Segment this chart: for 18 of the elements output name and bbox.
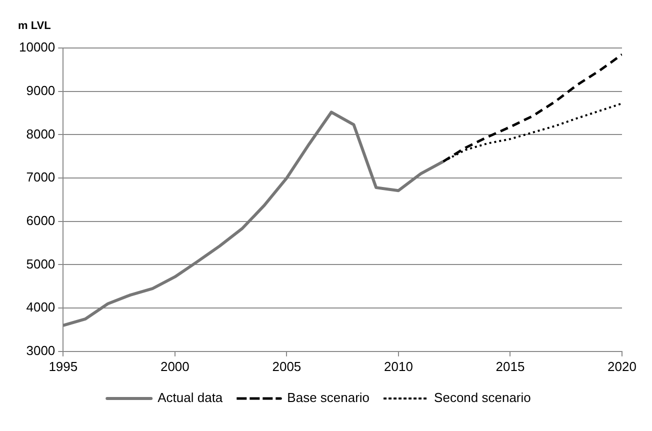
legend-label: Actual data (158, 390, 224, 406)
x-tick-label: 2005 (272, 358, 302, 374)
y-tick-label: 4000 (26, 300, 56, 315)
x-tick-label: 2010 (384, 358, 413, 374)
x-tick-label: 2015 (496, 358, 525, 374)
x-tick-label: 2000 (160, 358, 190, 374)
x-tick-label: 2020 (608, 358, 636, 374)
y-tick-label: 7000 (26, 170, 56, 185)
y-tick-label: 8000 (26, 126, 56, 142)
legend-label: Base scenario (287, 390, 370, 406)
y-axis-title: m LVL (18, 20, 52, 32)
y-tick-label: 6000 (26, 212, 56, 228)
y-tick-label: 3000 (26, 342, 56, 358)
y-tick-label: 9000 (26, 82, 56, 98)
y-tick-label: 10000 (18, 40, 56, 55)
y-tick-label: 5000 (26, 256, 56, 272)
legend-label: Second scenario (434, 390, 531, 406)
x-tick-label: 1995 (48, 358, 78, 374)
